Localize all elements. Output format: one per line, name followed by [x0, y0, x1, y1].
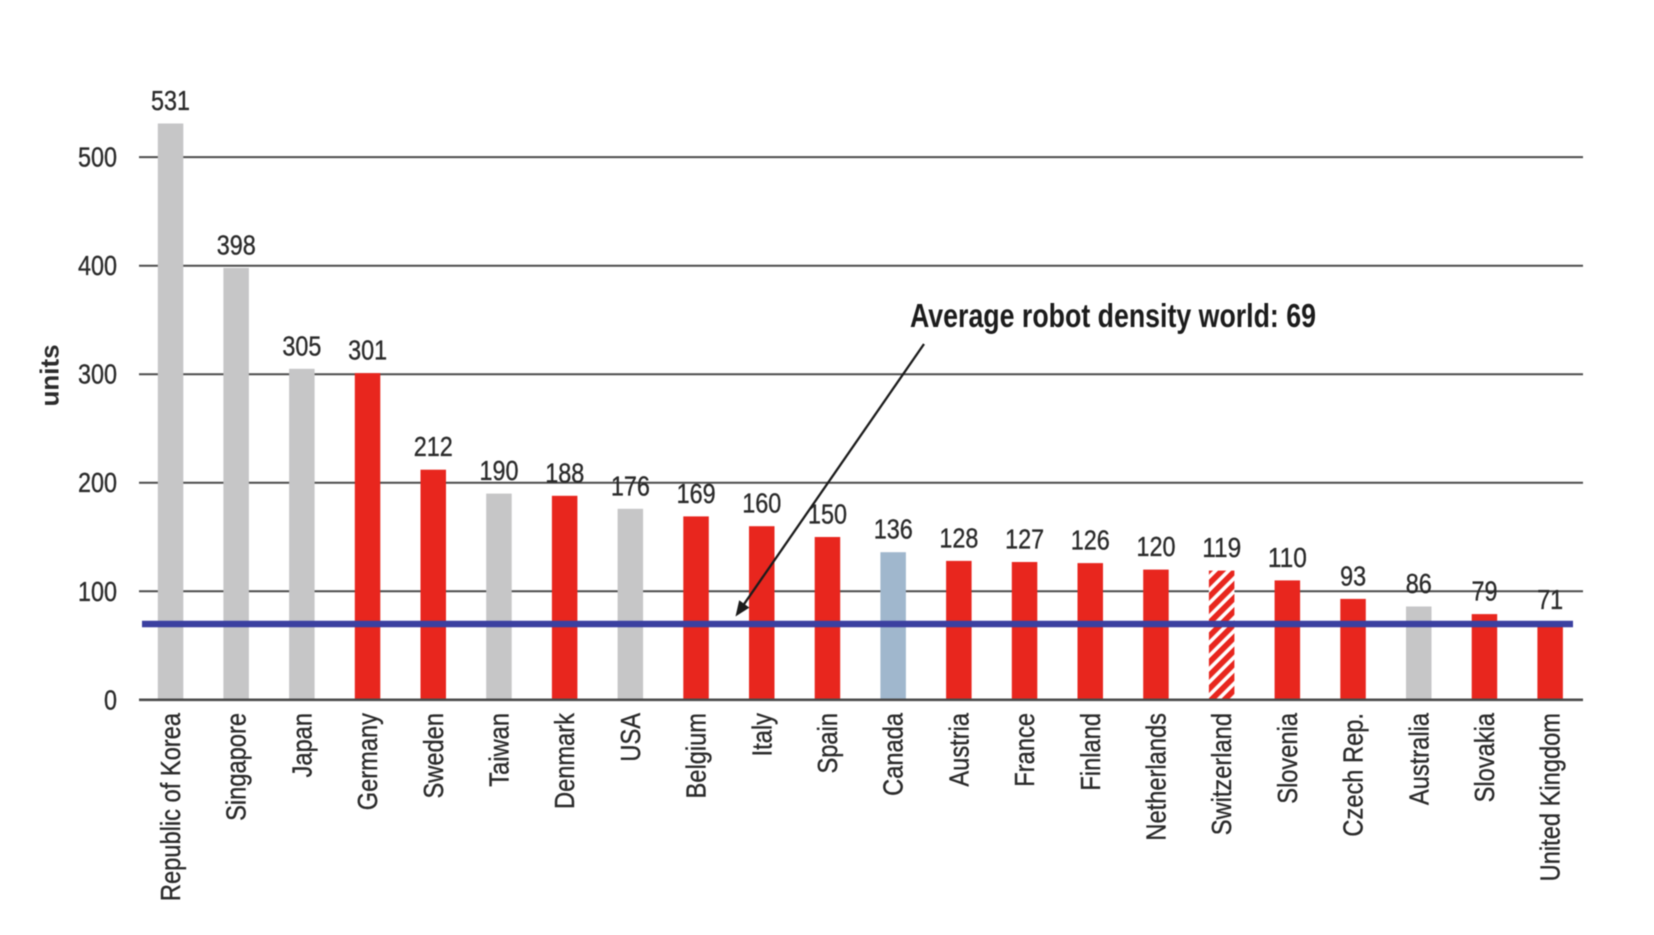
svg-text:176: 176 [611, 470, 650, 501]
svg-text:Denmark: Denmark [549, 712, 580, 809]
svg-text:Australia: Australia [1403, 713, 1434, 805]
svg-text:127: 127 [1005, 524, 1044, 555]
svg-text:126: 126 [1071, 525, 1110, 556]
svg-text:200: 200 [78, 467, 117, 498]
svg-text:305: 305 [282, 330, 321, 361]
svg-text:301: 301 [348, 335, 387, 366]
svg-text:Belgium: Belgium [681, 713, 712, 799]
svg-text:531: 531 [151, 85, 190, 116]
svg-text:500: 500 [78, 142, 117, 173]
svg-text:units: units [35, 344, 65, 406]
svg-text:169: 169 [677, 478, 716, 509]
svg-text:0: 0 [104, 684, 117, 715]
svg-text:Average robot density world: 6: Average robot density world: 69 [910, 297, 1316, 334]
svg-text:Republic of Korea: Republic of Korea [155, 713, 186, 901]
svg-text:Japan: Japan [286, 713, 317, 778]
svg-text:120: 120 [1137, 531, 1176, 562]
svg-text:Finland: Finland [1075, 713, 1106, 791]
svg-text:300: 300 [78, 359, 117, 390]
svg-text:Netherlands: Netherlands [1141, 713, 1172, 841]
svg-text:France: France [1009, 713, 1040, 787]
svg-text:Italy: Italy [746, 713, 777, 756]
svg-text:93: 93 [1340, 560, 1366, 591]
svg-text:190: 190 [480, 455, 519, 486]
svg-text:Austria: Austria [943, 713, 974, 787]
svg-text:212: 212 [414, 431, 453, 462]
svg-text:Slovenia: Slovenia [1272, 713, 1303, 804]
svg-text:Switzerland: Switzerland [1206, 713, 1237, 835]
svg-text:160: 160 [742, 488, 781, 519]
svg-text:Czech Rep.: Czech Rep. [1338, 713, 1369, 837]
svg-text:Germany: Germany [352, 713, 383, 810]
svg-text:Sweden: Sweden [418, 713, 449, 799]
svg-text:128: 128 [939, 522, 978, 553]
svg-text:79: 79 [1472, 576, 1498, 607]
svg-text:100: 100 [78, 576, 117, 607]
svg-text:71: 71 [1537, 584, 1563, 615]
svg-text:United Kingdom: United Kingdom [1535, 713, 1566, 881]
svg-text:Singapore: Singapore [221, 713, 252, 821]
svg-text:110: 110 [1268, 542, 1307, 573]
svg-text:Slovakia: Slovakia [1469, 713, 1500, 803]
svg-text:119: 119 [1202, 532, 1241, 563]
svg-text:Canada: Canada [878, 713, 909, 796]
svg-text:188: 188 [545, 457, 584, 488]
svg-text:400: 400 [78, 250, 117, 281]
svg-text:Spain: Spain [812, 713, 843, 774]
svg-text:398: 398 [217, 229, 256, 260]
svg-text:Taiwan: Taiwan [484, 713, 515, 787]
svg-text:136: 136 [874, 514, 913, 545]
svg-text:86: 86 [1406, 568, 1432, 599]
svg-text:USA: USA [615, 713, 646, 762]
